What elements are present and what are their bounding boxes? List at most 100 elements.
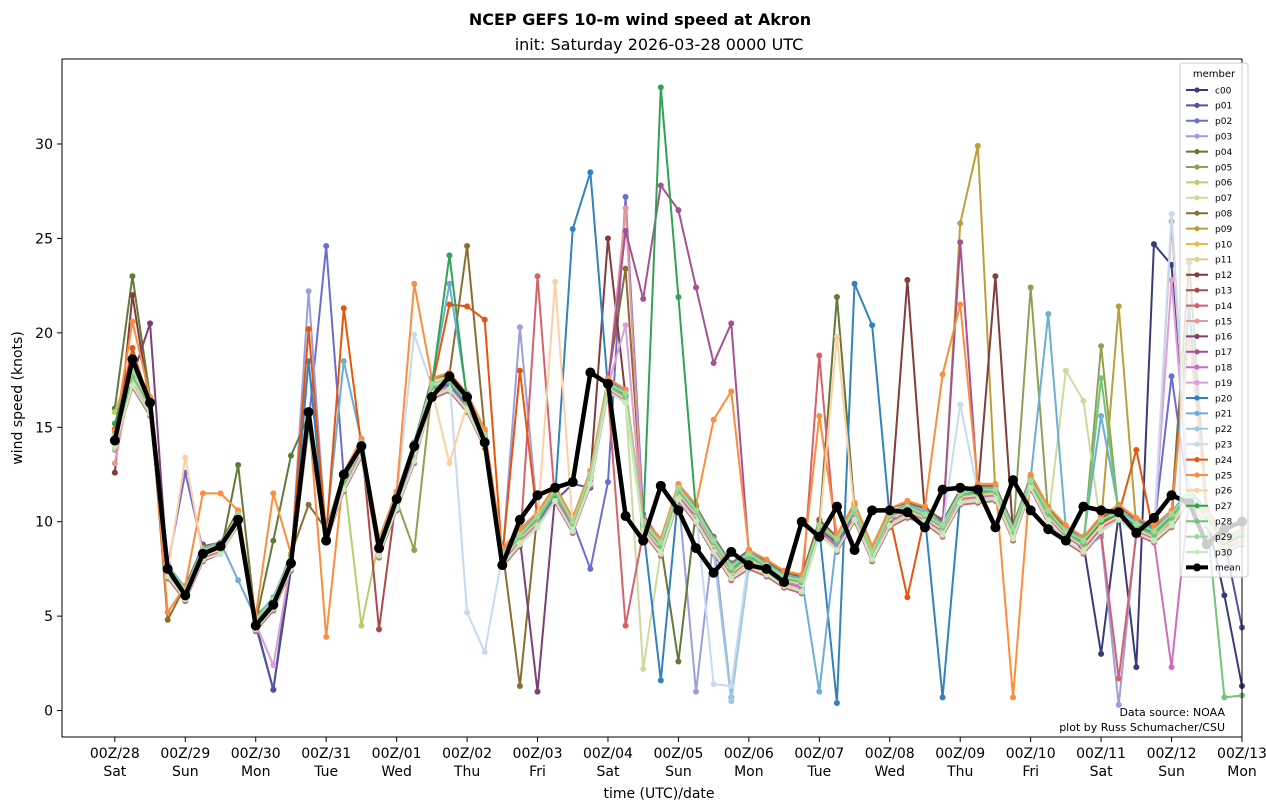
series-point-p06 [358, 622, 365, 629]
series-point-mean [620, 511, 631, 522]
series-point-p29 [1133, 520, 1140, 527]
series-point-p18 [1168, 664, 1175, 671]
series-point-p30 [1080, 548, 1087, 555]
series-point-mean [1043, 524, 1054, 535]
x-tick-time-label: 00Z/28 [90, 746, 140, 762]
series-point-mean [796, 516, 807, 527]
legend-swatch-point-p08 [1194, 210, 1200, 216]
series-point-p26 [182, 454, 189, 461]
legend-swatch-point-p26 [1194, 487, 1200, 493]
series-point-p12 [111, 469, 118, 476]
series-point-p30 [675, 496, 682, 503]
series-point-p29 [798, 577, 805, 584]
series-point-p23 [728, 683, 735, 690]
series-point-p27 [675, 293, 682, 300]
series-point-p24 [129, 344, 136, 351]
x-tick-time-label: 00Z/03 [513, 746, 563, 762]
legend-swatch-point-p15 [1194, 318, 1200, 324]
series-point-mean [638, 535, 649, 546]
x-tick-time-label: 00Z/04 [583, 746, 633, 762]
legend-swatch-point-p06 [1194, 179, 1200, 185]
series-point-mean [514, 514, 525, 525]
series-point-p09 [957, 220, 964, 227]
series-point-p30 [622, 399, 629, 406]
x-tick-time-label: 00Z/13 [1217, 746, 1266, 762]
series-point-p29 [992, 486, 999, 493]
x-tick-day-label: Fri [1022, 764, 1039, 780]
legend-label-p02: p02 [1215, 117, 1232, 127]
series-point-c00 [1098, 650, 1105, 657]
series-point-p29 [833, 535, 840, 542]
series-point-p29 [1150, 528, 1157, 535]
series-point-p04 [833, 293, 840, 300]
series-point-mean [321, 535, 332, 546]
series-point-mean [444, 371, 455, 382]
legend-label-p04: p04 [1215, 148, 1232, 158]
series-point-p29 [569, 518, 576, 525]
series-point-p17 [657, 182, 664, 189]
legend-swatch-point-p22 [1194, 426, 1200, 432]
legend-swatch-point-p09 [1194, 226, 1200, 232]
series-point-p04 [235, 462, 242, 469]
y-tick-label: 30 [35, 137, 53, 153]
legend-swatch-point-c00 [1194, 87, 1200, 93]
legend-label-p29: p29 [1215, 533, 1232, 543]
series-point-mean [215, 541, 226, 552]
x-tick-day-label: Wed [381, 764, 412, 780]
series-point-p08 [164, 616, 171, 623]
series-point-p29 [728, 564, 735, 571]
x-tick-day-label: Mon [241, 764, 271, 780]
legend-swatch-point-p11 [1194, 256, 1200, 262]
legend-label-p11: p11 [1215, 256, 1232, 266]
legend-swatch-point-p12 [1194, 272, 1200, 278]
x-tick-time-label: 00Z/08 [865, 746, 915, 762]
x-tick-day-label: Sat [596, 764, 619, 780]
x-tick-time-label: 00Z/06 [724, 746, 774, 762]
series-point-mean [867, 505, 878, 516]
series-point-p02 [323, 242, 330, 249]
x-axis: 00Z/28 Sat 00Z/29 Sun 00Z/30 Mon 00Z/31 Tue 00Z/… [90, 737, 1266, 780]
legend-label-p26: p26 [1215, 487, 1232, 497]
y-axis-label: wind speed (knots) [10, 331, 26, 465]
series-point-mean [180, 590, 191, 601]
plot-area [61, 58, 1247, 738]
legend-label-p22: p22 [1215, 425, 1232, 435]
series-point-p16 [534, 688, 541, 695]
x-tick-day-label: Tue [313, 764, 338, 780]
series-point-mean [585, 367, 596, 378]
series-point-p12 [992, 273, 999, 280]
x-tick-day-label: Sun [172, 764, 199, 780]
chart-title: NCEP GEFS 10-m wind speed at Akron [469, 10, 811, 29]
series-point-p15 [622, 205, 629, 212]
series-point-p29 [921, 511, 928, 518]
series-point-p20 [657, 677, 664, 684]
series-point-p06 [111, 409, 118, 416]
legend-label-p08: p08 [1215, 210, 1232, 220]
series-point-p30 [957, 499, 964, 506]
series-point-p21 [235, 577, 242, 584]
series-point-p25 [1062, 522, 1069, 529]
legend-swatch-point-p17 [1194, 349, 1200, 355]
series-point-mean [550, 482, 561, 493]
series-point-mean [233, 514, 244, 525]
series-point-mean [1096, 505, 1107, 516]
series-point-p21 [340, 358, 347, 365]
series-point-mean [532, 490, 543, 501]
legend-swatch-point-p02 [1194, 118, 1200, 124]
x-tick-time-label: 00Z/01 [372, 746, 422, 762]
legend-label-p15: p15 [1215, 317, 1232, 327]
legend-label-p20: p20 [1215, 394, 1232, 404]
series-point-p16 [147, 320, 154, 327]
chart-subtitle: init: Saturday 2026-03-28 0000 UTC [515, 35, 804, 54]
series-point-p30 [1115, 516, 1122, 523]
series-point-p30 [833, 547, 840, 554]
series-point-p14 [1115, 675, 1122, 682]
series-point-p04 [675, 658, 682, 665]
series-point-p29 [869, 548, 876, 555]
x-tick-day-label: Fri [529, 764, 546, 780]
series-point-mean [761, 563, 772, 574]
series-point-p29 [693, 507, 700, 514]
y-tick-label: 25 [35, 231, 53, 247]
x-tick-day-label: Sat [103, 764, 126, 780]
